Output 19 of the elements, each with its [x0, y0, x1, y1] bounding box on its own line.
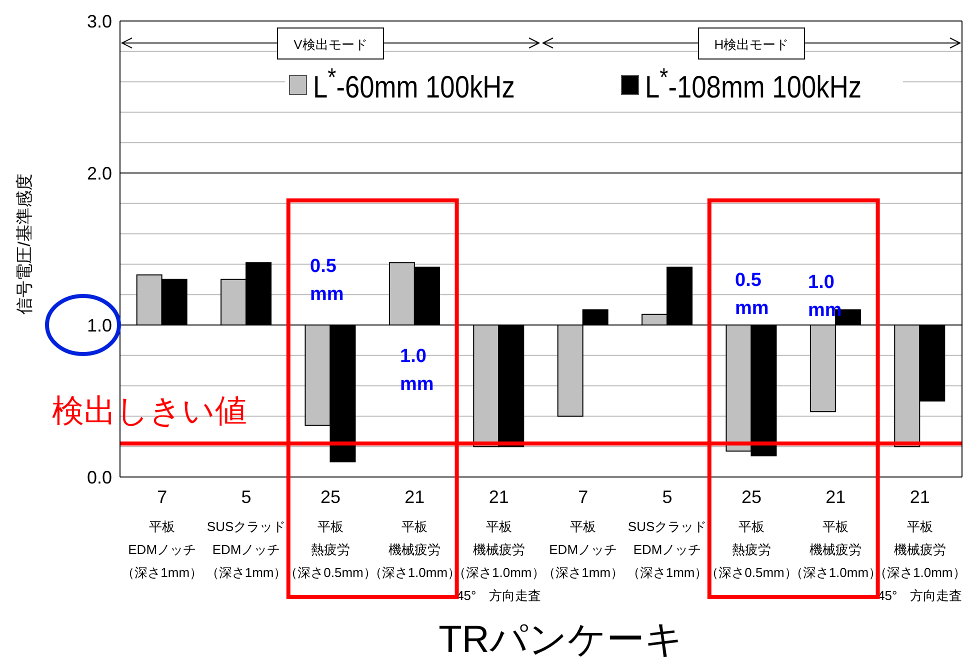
x-tick-label: 7平板EDMノッチ（深さ1mm） — [542, 487, 624, 580]
annotation: V検出モード — [294, 37, 368, 52]
y-tick-label: 3.0 — [86, 11, 112, 32]
x-tick-label: 5SUSクラッドEDMノッチ（深さ1mm） — [626, 487, 708, 580]
legend-label: L$^{*}$-60mm 100kHz — [313, 64, 515, 106]
annotation: 0.5 mm — [310, 256, 344, 305]
annotation: 1.0 mm — [400, 346, 434, 395]
y-tick-label: 1.0 — [86, 315, 112, 336]
x-axis-title: TRパンケーキ — [438, 619, 684, 661]
x-tick-label: 7平板EDMノッチ（深さ1mm） — [122, 487, 203, 580]
y-tick-label: 0.0 — [86, 467, 112, 488]
annotation: H検出モード — [714, 37, 789, 52]
y-axis-title: 信号電圧/基準感度 — [15, 174, 34, 314]
y-tick-label: 2.0 — [86, 163, 112, 184]
annotation: 0.5 mm — [735, 270, 769, 319]
x-tick-label: 5SUSクラッドEDMノッチ（深さ1mm） — [206, 487, 287, 580]
ref-line-label: 検出しきい値 — [52, 392, 247, 429]
legend-label: L$^{*}$-108mm 100kHz — [644, 64, 862, 106]
annotation: 1.0 mm — [808, 272, 842, 321]
